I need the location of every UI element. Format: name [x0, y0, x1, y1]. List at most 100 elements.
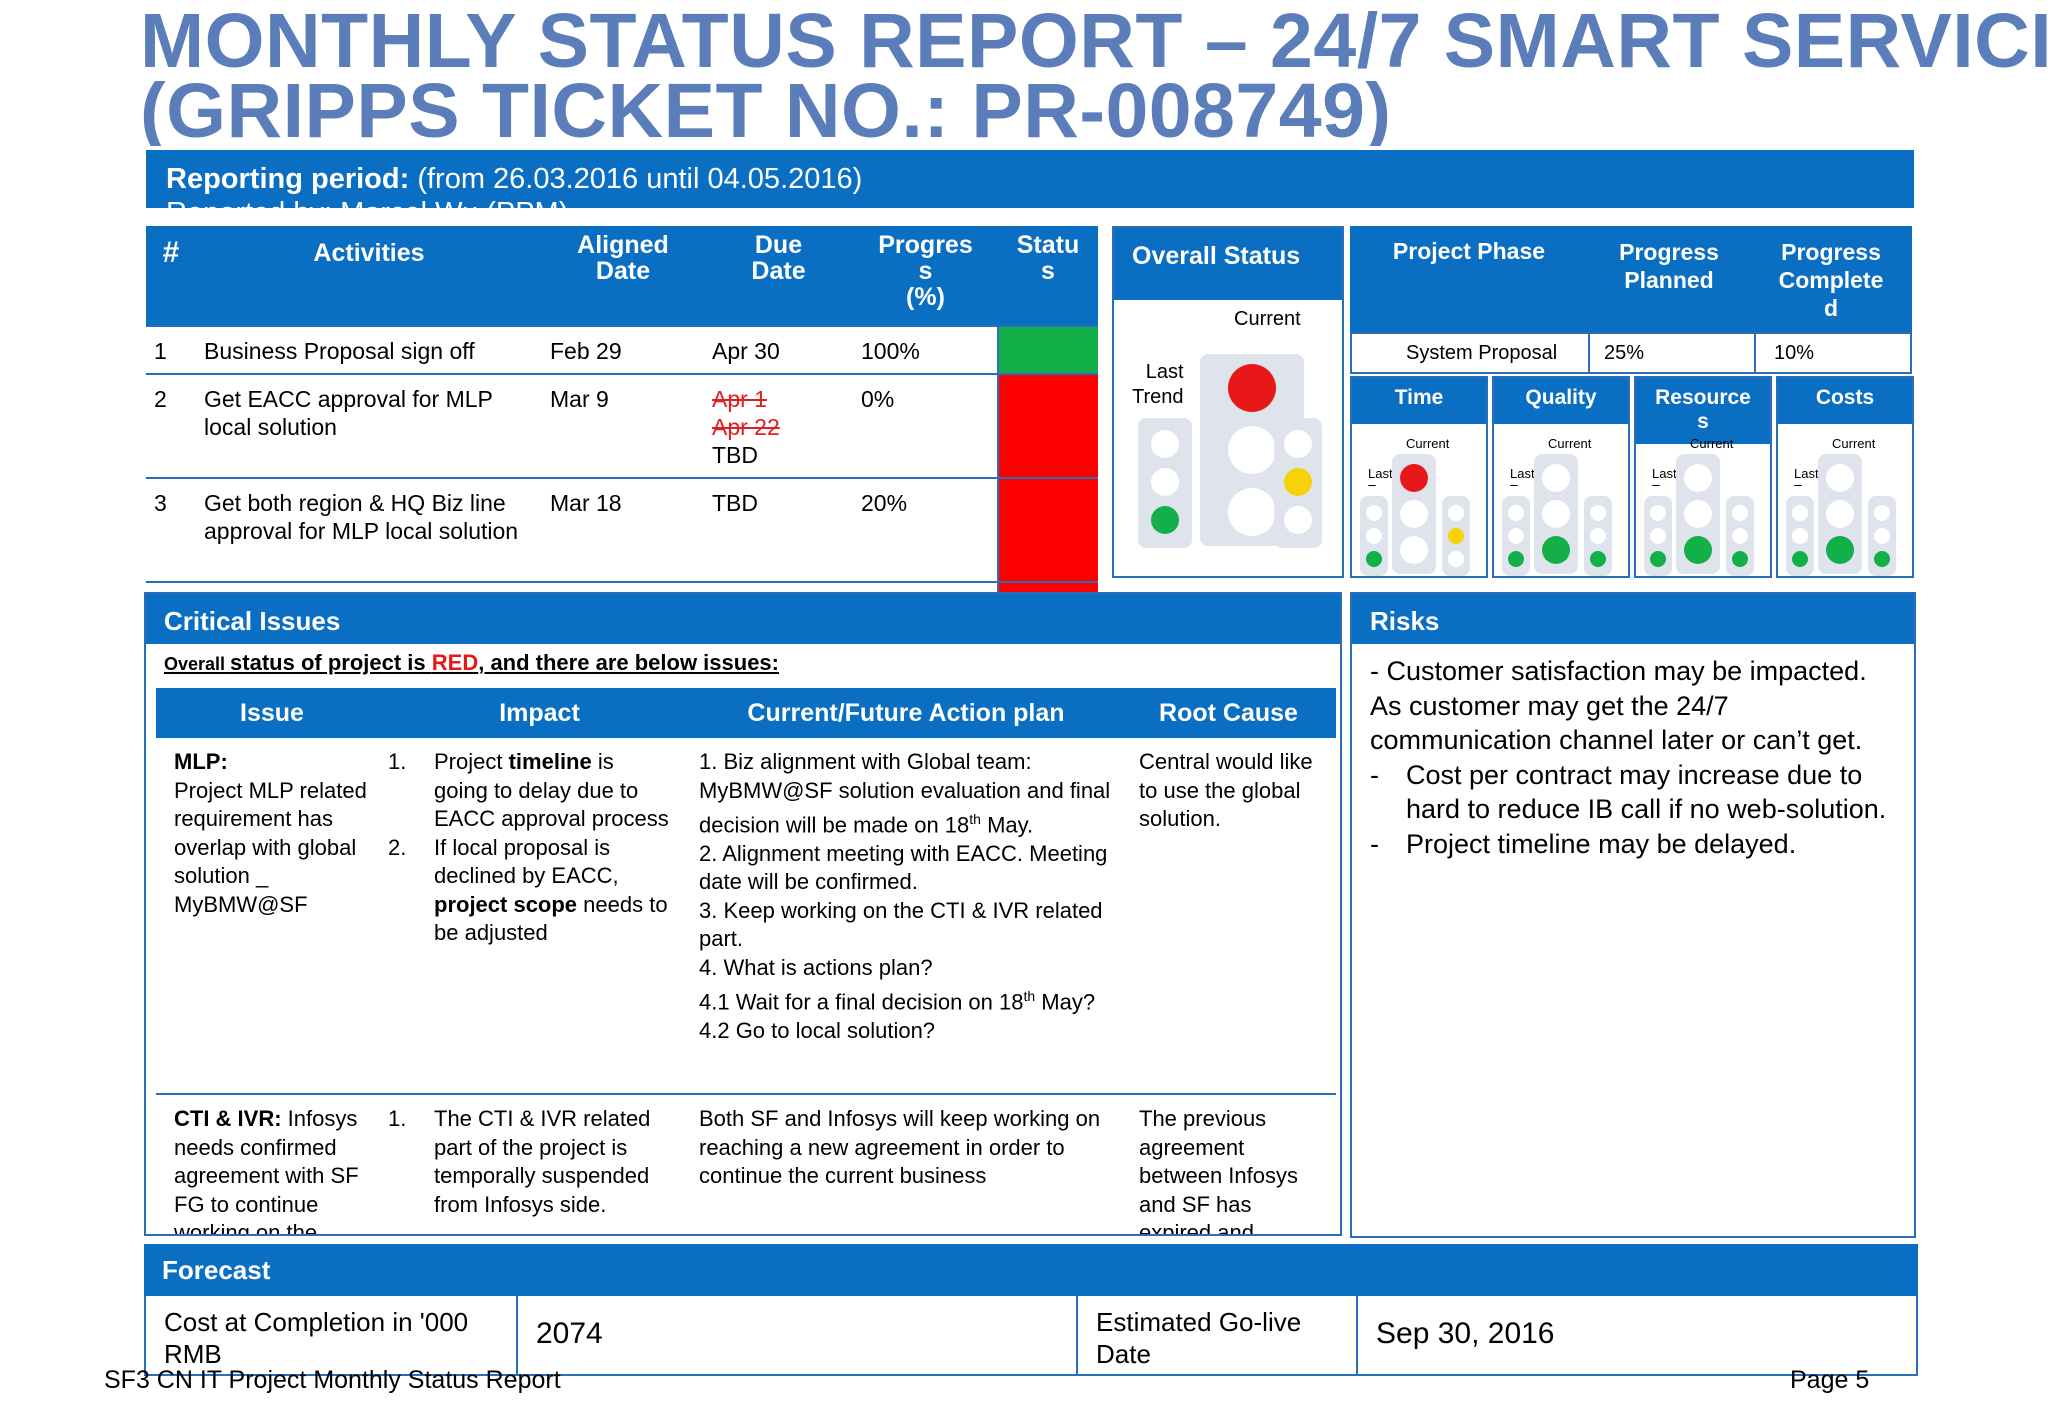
overall-side-light [1274, 418, 1322, 548]
light-dot [1400, 500, 1428, 528]
action-item: 4.1 Wait for a final decision on 18th Ma… [699, 988, 1096, 1015]
project-phase-header: Project Phase Progress Planned Progress … [1350, 226, 1912, 332]
issue-description: Infosys needs confirmed agreement with S… [174, 1106, 359, 1236]
light-dot [1684, 464, 1712, 492]
activity-row: 2 Get EACC approval for MLP local solutio… [146, 373, 1098, 478]
risk-item: - Cost per contract may increase due to h… [1370, 758, 1896, 827]
risks-title: Risks [1352, 594, 1914, 644]
light-dot [1448, 528, 1464, 544]
dimension-current-label: Current [1832, 436, 1876, 451]
impact-number: 1. [388, 1106, 407, 1131]
dimension-last-trend-label: Last Trend [1368, 466, 1401, 486]
critical-issues-title: Critical Issues [146, 594, 1340, 644]
impact-text: Project timeline is going to delay due t… [434, 748, 673, 834]
impact-text-bold: project scope [434, 891, 578, 917]
light-dot [1448, 550, 1464, 567]
side-light-green [1284, 506, 1312, 534]
dimension-current-light [1534, 454, 1578, 574]
reported-by: Reported by: Marcel Wu (PPM) [166, 196, 1894, 208]
risk-bullet-icon: - [1370, 828, 1379, 859]
note-suffix: , and there are below issues: [478, 650, 779, 675]
planned-value: 25% [1590, 334, 1756, 372]
dimension-panel: Time Current Last Trend [1350, 376, 1488, 578]
phase-col-phase: Project Phase [1392, 238, 1546, 264]
dimension-title: Quality [1494, 378, 1628, 424]
light-dot [1590, 528, 1606, 544]
footer-left: SF3 CN IT Project Monthly Status Report [104, 1366, 561, 1394]
dimension-side-light [1868, 496, 1896, 576]
report-title: MONTHLY STATUS REPORT – 24/7 SMART SERVI… [140, 6, 2048, 146]
dimension-trend-light [1502, 496, 1530, 576]
dimension-trend-light [1644, 496, 1672, 576]
impact-item: 1. The CTI & IVR related part of the proj… [388, 1105, 673, 1219]
issue-title: CTI & IVR: [174, 1106, 282, 1131]
light-dot [1792, 550, 1808, 567]
activity-aligned-date: Mar 9 [542, 373, 704, 478]
dimension-title: Costs [1778, 378, 1912, 424]
activity-status [997, 373, 1098, 478]
activity-number: 2 [146, 373, 196, 478]
issue-cell: MLP: Project MLP related requirement has … [156, 738, 388, 1095]
light-dot [1448, 505, 1464, 522]
activity-progress: 100% [853, 325, 998, 374]
forecast-row: Cost at Completion in '000 RMB 2074 Esti… [144, 1296, 1918, 1376]
light-dot [1792, 505, 1808, 522]
light-dot [1650, 528, 1666, 544]
light-dot [1508, 550, 1524, 567]
current-light-green [1228, 488, 1276, 536]
overall-current-label: Current [1234, 308, 1301, 330]
activities-header-row: # Activities Aligned Date Due Date Progr… [146, 226, 1098, 326]
issue-row: CTI & IVR: Infosys needs confirmed agree… [156, 1094, 1336, 1236]
activity-status [997, 325, 1098, 374]
action-item: 3. Keep working on the CTI & IVR related… [699, 897, 1103, 952]
phase-value: System Proposal [1352, 334, 1590, 372]
light-dot [1542, 536, 1570, 564]
phase-col-planned: Progress Planned [1619, 239, 1719, 293]
light-dot [1542, 500, 1570, 528]
reporting-period-label: Reporting period: [166, 163, 410, 195]
dimension-side-light [1442, 496, 1470, 576]
action-item: 4.2 Go to local solution? [699, 1018, 936, 1044]
dimension-trend-light [1360, 496, 1388, 576]
root-cause-cell: Central would like to use the global sol… [1121, 738, 1336, 1095]
dimension-current-light [1676, 454, 1720, 574]
light-dot [1508, 528, 1524, 544]
light-dot [1792, 528, 1808, 544]
light-dot [1826, 464, 1854, 492]
dimension-current-light [1392, 454, 1436, 574]
light-dot [1732, 528, 1748, 544]
dimension-trend-light [1786, 496, 1814, 576]
dimension-current-label: Current [1406, 436, 1450, 451]
issue-description: Project MLP related requirement has over… [174, 777, 367, 917]
risk-intro: - Customer satisfaction may be impacted.… [1370, 656, 1867, 755]
forecast-title: Forecast [144, 1244, 1918, 1296]
risks-panel: Risks - Customer satisfaction may be imp… [1350, 592, 1916, 1238]
impact-text: The CTI & IVR related part of the projec… [434, 1105, 673, 1219]
note-red: RED [431, 650, 479, 675]
impact-text-pre: Project [434, 749, 509, 774]
critical-issues-note: Overall status of project is RED, and th… [146, 644, 1340, 682]
forecast-panel: Forecast Cost at Completion in '000 RMB … [144, 1244, 1918, 1376]
current-due-date: TBD [712, 442, 758, 468]
dimension-last-trend-label: Last Trend [1510, 466, 1543, 486]
light-dot [1508, 505, 1524, 522]
dimension-panel: Quality Current Last Trend [1492, 376, 1630, 578]
activity-name: Business Proposal sign off [196, 325, 542, 374]
note-mid: status of project is [230, 650, 432, 675]
issue-title: MLP: [174, 749, 228, 774]
project-phase-row: System Proposal 25% 10% [1350, 332, 1912, 374]
activity-number: 1 [146, 325, 196, 374]
risk-text: Cost per contract may increase due to ha… [1406, 759, 1887, 825]
impact-text-pre: If local proposal is declined by EACC, [434, 834, 619, 889]
current-due-date: TBD [712, 490, 758, 516]
cost-label: Cost at Completion in '000 RMB [146, 1296, 518, 1374]
light-dot [1826, 536, 1854, 564]
light-dot [1400, 464, 1428, 492]
impact-text: If local proposal is declined by EACC, p… [434, 834, 673, 948]
activity-due-date: Apr 1 Apr 22 TBD [704, 373, 853, 478]
impact-number: 1. [388, 749, 407, 774]
overall-trend-light [1138, 418, 1192, 548]
activity-progress: 0% [853, 373, 998, 478]
dimension-current-label: Current [1690, 436, 1734, 451]
activity-number: 3 [146, 477, 196, 582]
